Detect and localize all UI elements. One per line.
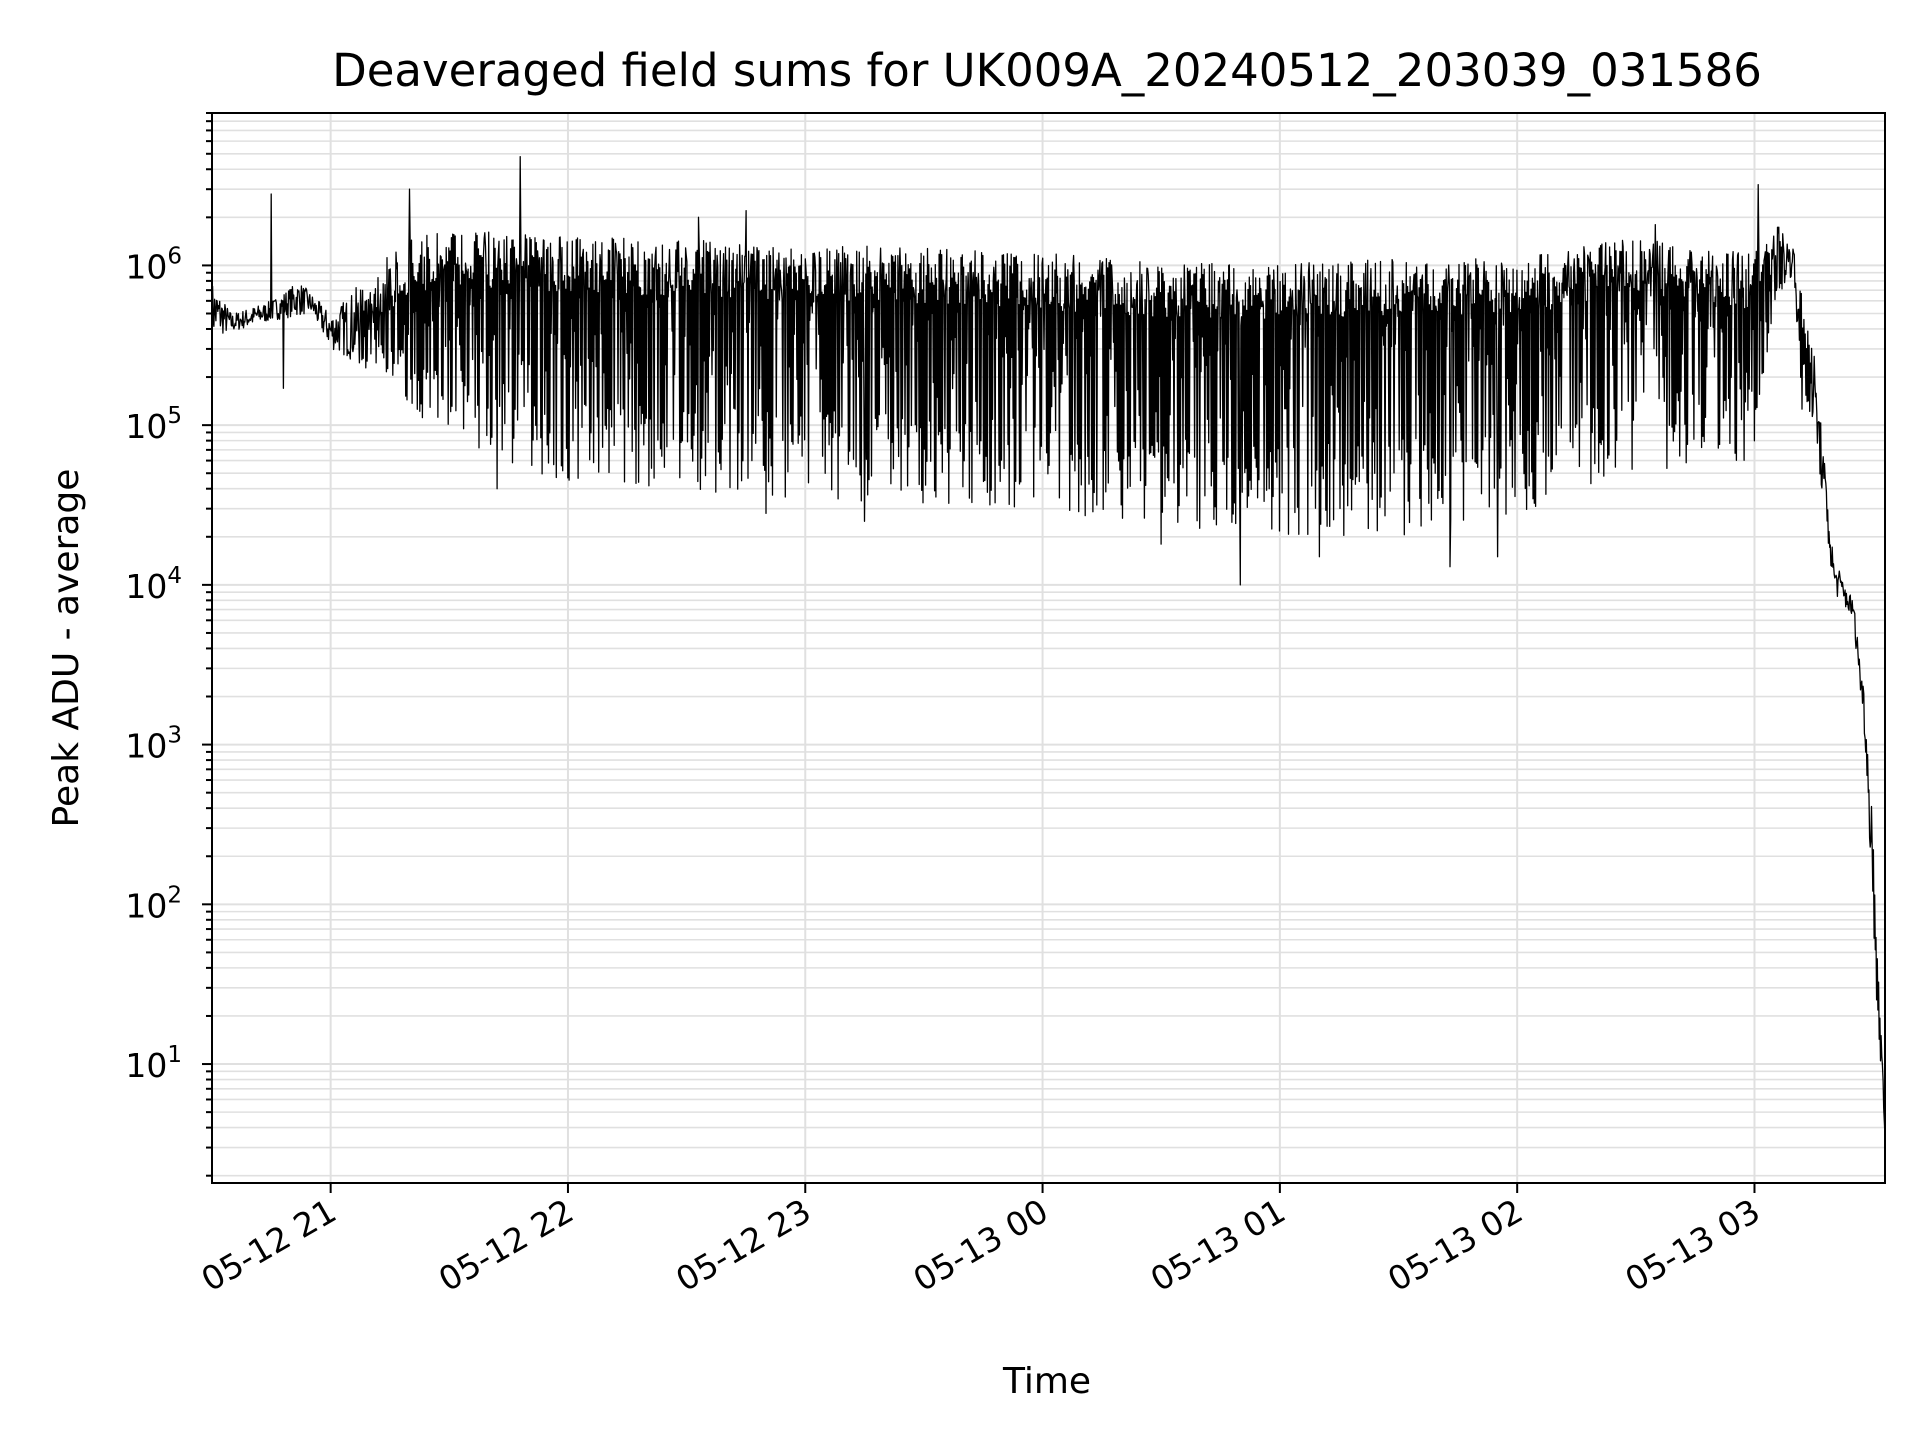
y-tick-label-base: 10	[125, 1046, 167, 1085]
x-axis-label: Time	[1002, 1361, 1091, 1402]
y-axis-label: Peak ADU - average	[46, 469, 87, 828]
y-tick-label: 106	[125, 243, 182, 286]
x-tick-label: 05-12 23	[669, 1191, 817, 1299]
y-tick-label-exponent: 4	[167, 563, 182, 589]
x-tick-label: 05-13 03	[1618, 1191, 1766, 1299]
y-tick-label: 102	[125, 882, 182, 925]
series-path	[211, 155, 1886, 1137]
y-tick-label: 103	[125, 723, 182, 766]
y-tick-label-base: 10	[125, 727, 167, 766]
y-tick-label: 101	[125, 1042, 182, 1085]
y-tick-label-exponent: 5	[167, 403, 182, 429]
y-tick-label-base: 10	[125, 567, 167, 606]
x-tick-label: 05-12 21	[195, 1191, 343, 1299]
y-tick-label-exponent: 6	[167, 243, 182, 269]
x-tick-label: 05-13 00	[907, 1191, 1055, 1299]
y-tick-label: 105	[125, 403, 182, 446]
grid	[212, 112, 1885, 1183]
x-tick-label: 05-12 22	[432, 1191, 580, 1299]
y-tick-label-exponent: 3	[167, 723, 182, 749]
x-tick-label: 05-13 01	[1144, 1191, 1292, 1299]
y-tick-label: 104	[125, 563, 182, 606]
series-line	[211, 155, 1886, 1137]
y-tick-label-exponent: 2	[167, 882, 182, 908]
y-tick-label-base: 10	[125, 886, 167, 925]
y-tick-label-exponent: 1	[167, 1042, 182, 1068]
x-tick-label: 05-13 02	[1381, 1191, 1529, 1299]
chart-title: Deaveraged field sums for UK009A_2024051…	[332, 44, 1762, 97]
y-tick-label-base: 10	[125, 407, 167, 446]
y-tick-label-base: 10	[125, 247, 167, 286]
